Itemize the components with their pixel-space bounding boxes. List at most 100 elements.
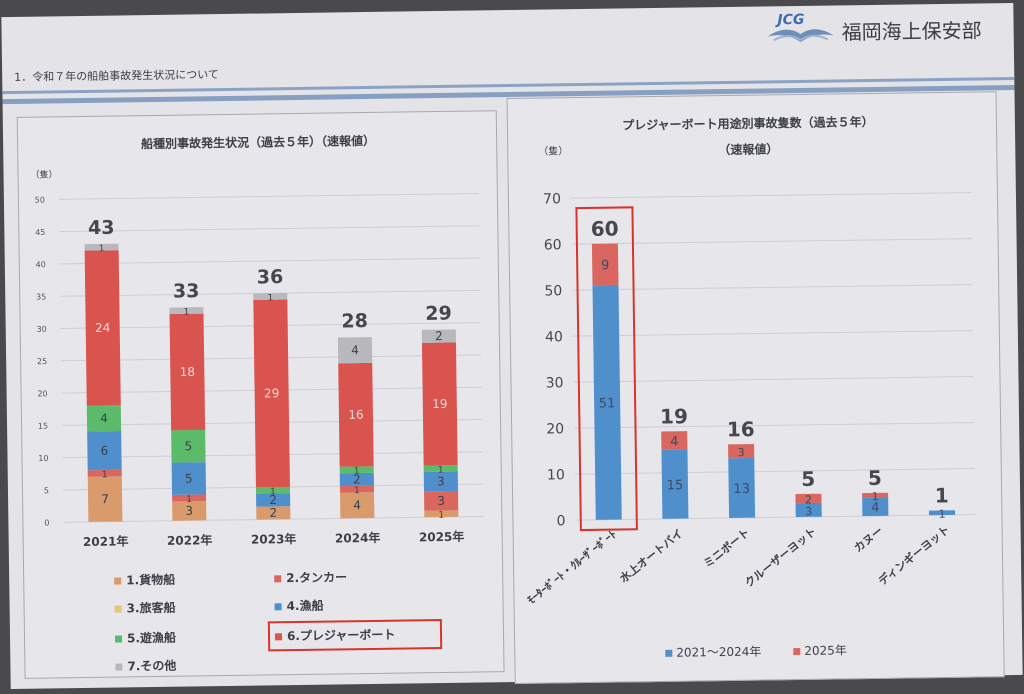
- x-tick-label: ディンギーヨット: [875, 522, 952, 588]
- y-tick-label: 30: [546, 375, 564, 391]
- bar-segment: [929, 510, 956, 516]
- legend-highlight-box: [267, 619, 443, 652]
- data-label: 2: [269, 506, 277, 520]
- total-label: 19: [660, 404, 688, 428]
- legend-swatch: [793, 648, 801, 656]
- bar-segment: [862, 492, 889, 498]
- data-label: 3: [185, 504, 193, 518]
- gridline: [570, 192, 971, 199]
- total-label: 43: [88, 217, 115, 239]
- bar-segment: [172, 494, 207, 502]
- bar-segment: [337, 337, 373, 364]
- data-label: 3: [437, 494, 445, 508]
- bar-segment: [255, 486, 291, 494]
- data-label: 2: [805, 493, 812, 506]
- total-label: 29: [425, 302, 452, 324]
- x-tick-label: 2022年: [167, 532, 213, 548]
- data-label: 1: [184, 308, 190, 318]
- x-tick-label: ミニボート: [701, 525, 753, 570]
- y-tick-label: 70: [543, 191, 561, 207]
- legend-label: 6.プレジャーボート: [287, 627, 396, 644]
- data-label: 29: [264, 386, 279, 400]
- total-label: 1: [935, 483, 949, 507]
- slide-header: JCG 福岡海上保安部 1．令和７年の船舶事故発生状況について: [1, 3, 1014, 84]
- y-tick-label: 10: [38, 454, 48, 463]
- data-label: 4: [353, 498, 361, 512]
- data-label: 1: [438, 466, 444, 476]
- x-tick-label: 水上オートバイ: [617, 526, 686, 585]
- legend-swatch: [274, 575, 282, 583]
- y-tick-label: 5: [44, 486, 49, 495]
- bar-segment: [340, 492, 375, 519]
- bar-segment: [423, 471, 459, 492]
- legend-swatch: [114, 577, 122, 585]
- gridline: [572, 330, 973, 337]
- legend-label: 3.旅客船: [127, 600, 176, 616]
- legend-label: 5.遊漁船: [127, 630, 176, 646]
- total-label: 5: [868, 466, 882, 490]
- bar-segment: [253, 299, 290, 488]
- bar-segment: [169, 307, 204, 315]
- total-label: 28: [341, 310, 368, 332]
- gridline: [572, 284, 973, 291]
- y-tick-label: 20: [37, 389, 47, 398]
- bar-segment: [728, 444, 755, 459]
- total-label: 16: [727, 417, 755, 441]
- y-tick-label: 50: [544, 283, 562, 299]
- y-tick-label: 0: [556, 513, 565, 529]
- logo: JCG 福岡海上保安部: [765, 11, 982, 48]
- gridline: [574, 422, 975, 429]
- data-label: 9: [601, 258, 609, 273]
- y-tick-label: 35: [36, 292, 46, 301]
- chart-panel-vessel-type: 船種別事故発生状況（過去５年）（速報値） （隻） 0 5 10 15 20 25 30 35 40 4…: [16, 110, 505, 679]
- y-tick-label: 40: [36, 260, 46, 269]
- data-label: 5: [185, 471, 193, 485]
- data-label: 13: [733, 482, 750, 497]
- data-label: 3: [738, 446, 745, 459]
- bar-segment: [421, 329, 456, 343]
- chart-title: 船種別事故発生状況（過去５年）（速報値）: [141, 133, 375, 151]
- bar-segment: [338, 362, 374, 467]
- x-tick-label: カヌー: [852, 524, 886, 555]
- data-label: 7: [101, 492, 109, 506]
- data-label: 3: [805, 505, 812, 518]
- bar-segment: [339, 472, 374, 487]
- legend-label: 2.タンカー: [286, 570, 347, 585]
- x-tick-label: ﾓｰﾀｰﾎﾞｰﾄ・ｸﾙｰｻﾞｰﾎﾞｰﾄ: [524, 527, 618, 607]
- legend-swatch: [274, 633, 283, 641]
- bar-segment: [795, 493, 822, 504]
- jcg-wing-icon: JCG: [765, 12, 835, 48]
- data-label: 1: [354, 467, 360, 477]
- y-tick-label: 40: [545, 329, 563, 345]
- data-label: 51: [599, 396, 616, 411]
- bar-segment: [592, 284, 622, 520]
- data-label: 1: [270, 487, 276, 497]
- gridline: [59, 257, 480, 265]
- data-label: 1: [102, 470, 108, 480]
- data-label: 1: [186, 495, 192, 505]
- y-axis-unit: （隻）: [30, 168, 57, 180]
- bar-segment: [172, 500, 207, 521]
- legend-label: 4.漁船: [286, 598, 323, 614]
- bar-segment: [661, 431, 688, 450]
- data-label: 1: [938, 508, 945, 521]
- x-tick-label: 2023年: [251, 531, 297, 547]
- bar-segment: [86, 405, 122, 432]
- y-tick-label: 30: [36, 325, 46, 334]
- bar-segment: [661, 449, 689, 519]
- bar-segment: [424, 490, 459, 511]
- section-title: 1．令和７年の船舶事故発生状況について: [14, 68, 219, 84]
- bar-segment: [591, 243, 619, 286]
- legend-swatch: [274, 603, 282, 611]
- total-label: 33: [173, 280, 200, 302]
- bar-segment: [728, 457, 756, 518]
- chart-subtitle: （速報値）: [718, 141, 778, 157]
- chart-vessel-type: 船種別事故発生状況（過去５年）（速報値）（隻）05101520253035404…: [30, 133, 484, 673]
- chart-title: プレジャーボート用途別事故隻数（過去５年）: [622, 114, 874, 133]
- data-label: 19: [432, 397, 447, 411]
- legend-label: 1.貨物船: [126, 572, 175, 588]
- legend-label: 2021～2024年: [676, 645, 761, 660]
- bar-segment: [171, 462, 207, 495]
- data-label: 6: [101, 444, 109, 458]
